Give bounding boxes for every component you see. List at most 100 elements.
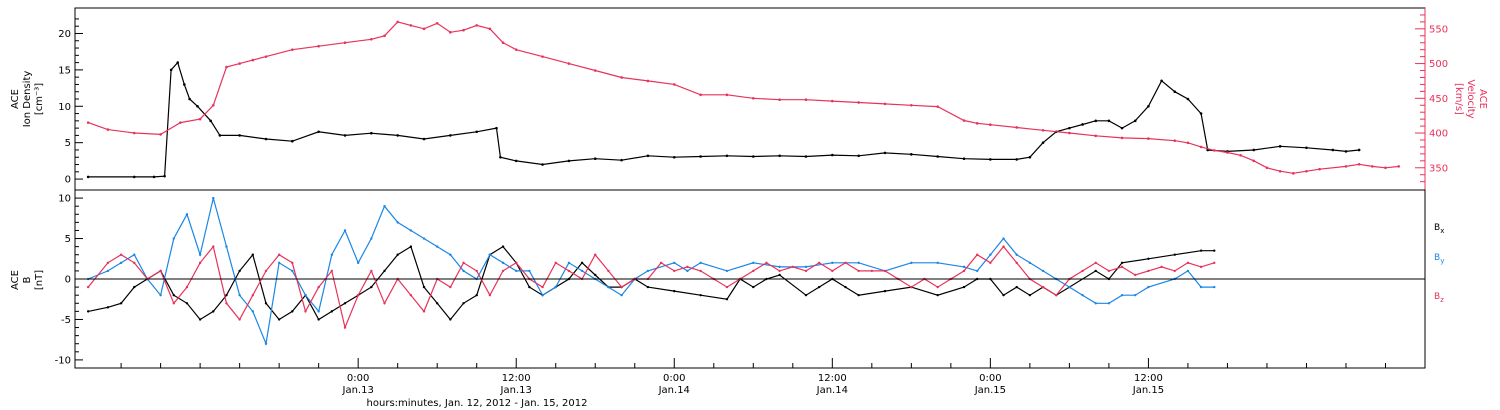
field-tick-label: -5 bbox=[61, 315, 71, 326]
bz-point bbox=[291, 261, 294, 265]
by-point bbox=[1213, 285, 1216, 289]
bz-point bbox=[791, 265, 795, 269]
by-point bbox=[1186, 269, 1190, 273]
density-point bbox=[1068, 126, 1071, 130]
density-point bbox=[751, 155, 755, 158]
bz-point bbox=[752, 269, 755, 273]
bx-point bbox=[501, 245, 505, 248]
density-point bbox=[1147, 104, 1150, 108]
bz-point bbox=[304, 310, 307, 313]
by-series-line bbox=[87, 197, 1215, 346]
bz-point bbox=[422, 310, 426, 313]
bz-point bbox=[1094, 261, 1097, 265]
by-point bbox=[133, 253, 136, 256]
density-point bbox=[176, 61, 180, 64]
bx-point bbox=[370, 285, 373, 289]
bx-point bbox=[804, 293, 808, 297]
by-point bbox=[567, 261, 571, 265]
bz-point bbox=[159, 269, 162, 273]
by-point bbox=[580, 269, 584, 273]
x-tick-label: 12:00 bbox=[818, 373, 847, 384]
bx-point bbox=[449, 318, 452, 321]
density-point bbox=[1173, 90, 1177, 94]
by-point bbox=[989, 253, 992, 256]
by-point bbox=[409, 229, 413, 232]
density-point bbox=[1199, 112, 1203, 115]
bz-point bbox=[106, 261, 110, 265]
velocity-point bbox=[1212, 149, 1216, 152]
velocity-point bbox=[1015, 126, 1019, 129]
bx-point bbox=[1015, 285, 1018, 289]
velocity-point bbox=[198, 117, 202, 121]
velocity-series-line bbox=[87, 21, 1399, 174]
velocity-point bbox=[831, 99, 834, 103]
by-point bbox=[356, 261, 360, 265]
by-point bbox=[804, 265, 808, 269]
bz-point bbox=[251, 293, 255, 297]
density-point bbox=[343, 134, 347, 137]
velocity-point bbox=[251, 58, 255, 62]
by-point bbox=[212, 196, 215, 200]
velocity-point bbox=[1397, 165, 1400, 168]
velocity-point bbox=[541, 55, 544, 58]
by-point bbox=[449, 253, 452, 256]
bz-point bbox=[1186, 261, 1190, 265]
density-point bbox=[169, 68, 173, 72]
density-point bbox=[1278, 145, 1282, 148]
bx-point bbox=[725, 298, 729, 301]
field-legend: Bx By Bz bbox=[1434, 223, 1444, 304]
bx-point bbox=[225, 293, 228, 297]
field-ylabel-line-1: ACE bbox=[10, 270, 21, 290]
by-point bbox=[291, 269, 294, 273]
density-point bbox=[152, 175, 156, 179]
density-point bbox=[699, 155, 702, 158]
by-point bbox=[435, 245, 439, 248]
bx-point bbox=[1173, 253, 1176, 256]
bz-point bbox=[449, 285, 452, 289]
bz-point bbox=[409, 293, 413, 297]
bz-point bbox=[383, 302, 386, 305]
density-point bbox=[1094, 119, 1098, 123]
bz-point bbox=[541, 285, 544, 289]
velocity-point bbox=[620, 76, 623, 79]
bx-point bbox=[1213, 249, 1216, 252]
velocity-point bbox=[422, 27, 426, 31]
velocity-point bbox=[699, 93, 702, 97]
by-point bbox=[1068, 285, 1071, 289]
bz-point bbox=[936, 285, 939, 289]
bz-point bbox=[831, 269, 834, 273]
bx-point bbox=[857, 293, 860, 297]
velocity-point bbox=[1357, 162, 1361, 166]
velocity-point bbox=[225, 65, 228, 69]
density-ylabel-line-2: Ion Density bbox=[22, 71, 33, 128]
bz-point bbox=[1015, 261, 1018, 265]
density-point bbox=[1252, 148, 1256, 152]
bz-point bbox=[765, 261, 768, 265]
bx-point bbox=[119, 302, 123, 305]
field-ylabel-line-3: [nT] bbox=[34, 270, 45, 290]
velocity-point bbox=[435, 21, 439, 25]
bx-point bbox=[86, 310, 90, 313]
bx-point bbox=[462, 302, 465, 305]
velocity-point bbox=[86, 121, 90, 124]
density-velocity-data bbox=[86, 20, 1400, 179]
bx-point bbox=[646, 285, 650, 289]
bx-point bbox=[1199, 249, 1203, 252]
density-point bbox=[646, 154, 650, 158]
density-point bbox=[778, 154, 781, 158]
bz-point bbox=[356, 293, 360, 297]
density-point bbox=[163, 174, 166, 178]
bx-point bbox=[238, 269, 241, 273]
velocity-point bbox=[106, 128, 110, 131]
bx-point bbox=[212, 310, 215, 313]
bz-point bbox=[1213, 261, 1216, 265]
bx-point bbox=[699, 293, 702, 297]
by-point bbox=[646, 269, 650, 273]
by-point bbox=[1028, 261, 1032, 265]
velocity-point bbox=[725, 93, 729, 97]
velocity-point bbox=[1291, 172, 1295, 175]
velocity-point bbox=[1305, 169, 1308, 173]
by-point bbox=[1015, 253, 1018, 256]
density-point bbox=[396, 134, 399, 137]
bx-point bbox=[198, 318, 202, 321]
